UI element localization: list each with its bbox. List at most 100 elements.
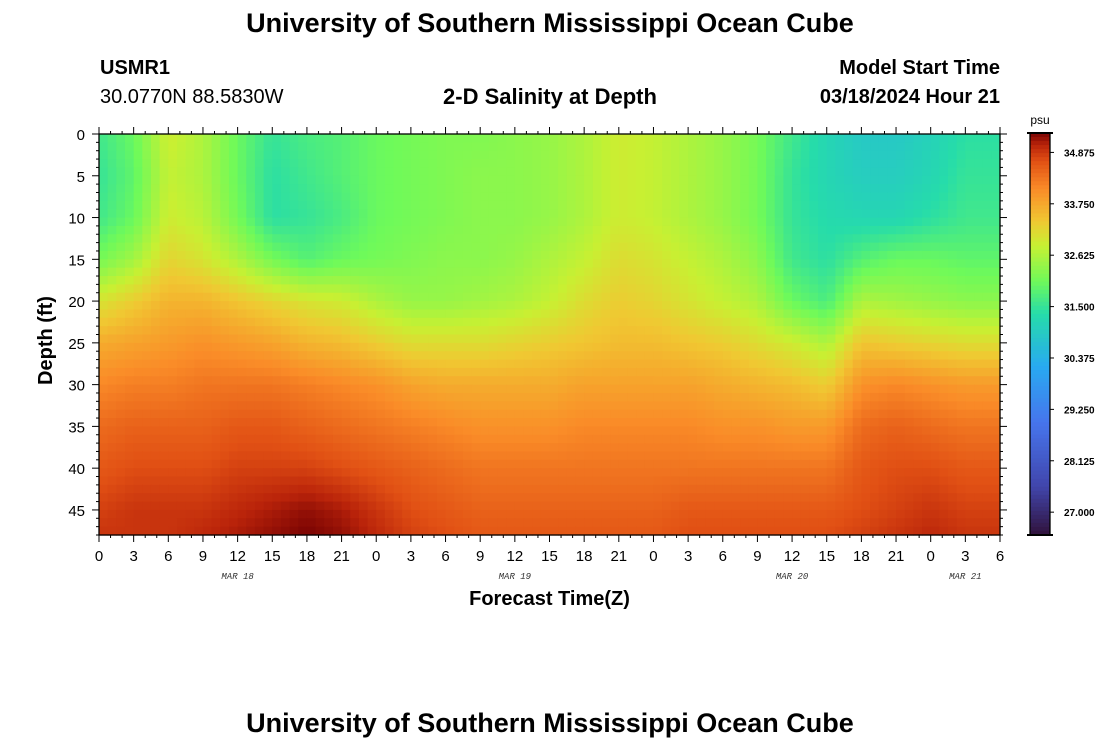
heatmap-cell: [124, 192, 135, 202]
heatmap-cell: [462, 284, 473, 294]
heatmap-cell: [792, 501, 802, 511]
heatmap-cell: [497, 301, 507, 311]
heatmap-cell: [185, 418, 195, 427]
heatmap-cell: [254, 426, 265, 436]
heatmap-cell: [887, 159, 897, 169]
heatmap-cell: [506, 493, 516, 503]
heatmap-cell: [306, 342, 317, 352]
heatmap-cell: [419, 426, 429, 436]
heatmap-cell: [107, 167, 117, 177]
heatmap-cell: [584, 276, 594, 285]
heatmap-cell: [861, 509, 871, 519]
heatmap-cell: [948, 242, 958, 252]
heatmap-cell: [800, 200, 810, 210]
heatmap-cell: [315, 401, 325, 411]
heatmap-cell: [618, 434, 629, 444]
heatmap-cell: [748, 292, 759, 302]
heatmap-cell: [280, 225, 291, 235]
heatmap-cell: [280, 351, 291, 361]
heatmap-cell: [367, 384, 377, 394]
heatmap-cell: [549, 159, 559, 169]
heatmap-cell: [298, 250, 308, 260]
heatmap-cell: [878, 367, 888, 377]
heatmap-cell: [688, 409, 698, 419]
heatmap-cell: [532, 175, 542, 185]
heatmap-cell: [488, 392, 499, 402]
heatmap-cell: [679, 200, 689, 210]
heatmap-cell: [332, 301, 343, 311]
heatmap-cell: [592, 443, 603, 453]
heatmap-cell: [124, 459, 135, 469]
heatmap-cell: [367, 401, 377, 411]
heatmap-cell: [566, 459, 577, 469]
heatmap-cell: [679, 250, 689, 260]
heatmap-cell: [809, 392, 819, 402]
heatmap-cell: [965, 242, 975, 252]
heatmap-cell: [532, 200, 542, 210]
heatmap-cell: [272, 526, 282, 536]
heatmap-cell: [168, 484, 178, 494]
heatmap-cell: [410, 276, 421, 285]
heatmap-cell: [367, 526, 377, 536]
heatmap-cell: [844, 317, 854, 327]
heatmap-cell: [974, 159, 984, 169]
heatmap-cell: [965, 175, 975, 185]
heatmap-cell: [644, 334, 655, 344]
heatmap-cell: [688, 134, 698, 143]
heatmap-cell: [402, 267, 412, 277]
heatmap-cell: [350, 317, 360, 327]
heatmap-cell: [99, 209, 109, 219]
heatmap-cell: [722, 493, 733, 503]
heatmap-cell: [358, 134, 369, 143]
heatmap-cell: [982, 317, 992, 327]
heatmap-cell: [237, 526, 247, 536]
heatmap-cell: [792, 292, 802, 302]
heatmap-cell: [956, 476, 966, 486]
heatmap-cell: [142, 209, 152, 219]
heatmap-cell: [584, 459, 594, 469]
heatmap-cell: [731, 276, 741, 285]
heatmap-cell: [272, 184, 282, 194]
heatmap-cell: [410, 484, 421, 494]
heatmap-cell: [991, 209, 1001, 219]
heatmap-cell: [436, 184, 447, 194]
heatmap-cell: [324, 134, 334, 143]
heatmap-cell: [991, 150, 1001, 160]
heatmap-cell: [705, 159, 715, 169]
heatmap-cell: [861, 476, 871, 486]
heatmap-cell: [237, 334, 247, 344]
heatmap-cell: [506, 250, 516, 260]
heatmap-cell: [402, 501, 412, 511]
heatmap-cell: [402, 276, 412, 285]
heatmap-cell: [688, 209, 698, 219]
heatmap-cell: [731, 351, 741, 361]
heatmap-cell: [133, 459, 143, 469]
heatmap-cell: [809, 359, 819, 369]
heatmap-cell: [956, 443, 966, 453]
heatmap-cell: [714, 159, 724, 169]
heatmap-cell: [722, 134, 733, 143]
heatmap-cell: [774, 484, 785, 494]
heatmap-cell: [636, 317, 646, 327]
heatmap-cell: [592, 175, 603, 185]
heatmap-cell: [809, 317, 819, 327]
heatmap-cell: [428, 443, 438, 453]
heatmap-cell: [939, 134, 949, 143]
heatmap-cell: [852, 159, 862, 169]
heatmap-cell: [826, 167, 836, 177]
heatmap-cell: [280, 292, 291, 302]
heatmap-cell: [922, 234, 932, 244]
heatmap-cell: [384, 159, 395, 169]
heatmap-cell: [904, 284, 914, 294]
heatmap-cell: [237, 200, 247, 210]
heatmap-cell: [176, 342, 187, 352]
heatmap-cell: [480, 326, 490, 336]
heatmap-cell: [393, 384, 403, 394]
heatmap-cell: [852, 134, 862, 143]
heatmap-cell: [610, 384, 620, 394]
heatmap-cell: [488, 209, 499, 219]
heatmap-cell: [982, 409, 992, 419]
heatmap-cell: [774, 150, 785, 160]
heatmap-cell: [402, 192, 412, 202]
heatmap-cell: [696, 484, 707, 494]
